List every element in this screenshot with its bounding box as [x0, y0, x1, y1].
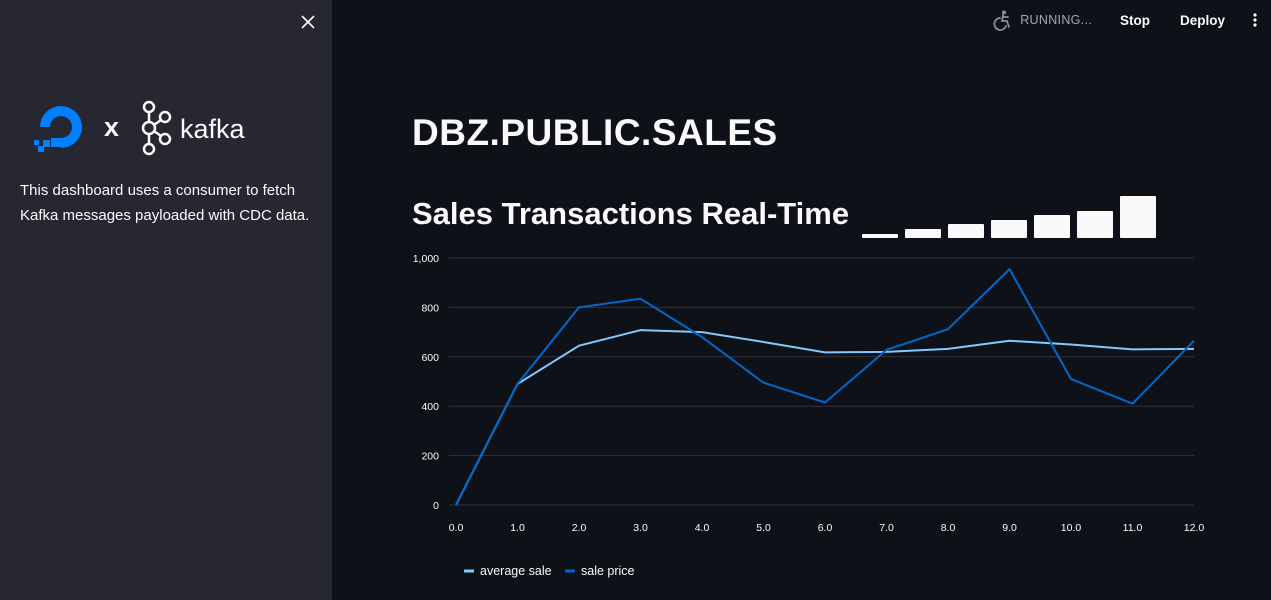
x-tick-label: 6.0 — [818, 522, 833, 534]
running-status-icon — [992, 9, 1014, 31]
running-indicator-bar — [905, 229, 941, 238]
y-tick-label: 200 — [421, 451, 439, 463]
toolbar: RUNNING... Stop Deploy — [971, 0, 1271, 40]
status-text: RUNNING... — [1020, 13, 1092, 27]
sidebar: x kafka This dashboard uses a consumer t… — [0, 0, 332, 600]
running-indicator-bar — [862, 234, 898, 238]
x-tick-label: 12.0 — [1184, 522, 1205, 534]
x-tick-label: 4.0 — [695, 522, 710, 534]
legend-label: sale price — [581, 564, 635, 578]
logo-x-text: x — [104, 112, 119, 142]
x-tick-label: 1.0 — [510, 522, 525, 534]
running-indicator-bar — [1034, 215, 1070, 238]
legend-label: average sale — [480, 564, 552, 578]
series-line-average-sale — [455, 329, 1195, 506]
y-tick-label: 0 — [433, 500, 439, 512]
sidebar-description: This dashboard uses a consumer to fetch … — [20, 182, 310, 224]
main-menu-button[interactable] — [1247, 9, 1263, 31]
deploy-button[interactable]: Deploy — [1179, 12, 1225, 28]
page-title: DBZ.PUBLIC.SALES — [412, 112, 778, 153]
x-tick-label: 9.0 — [1002, 522, 1017, 534]
main-content: RUNNING... Stop Deploy DBZ.PUBLIC.SALES … — [332, 0, 1271, 600]
y-tick-label: 600 — [421, 352, 439, 364]
x-tick-label: 3.0 — [633, 522, 648, 534]
chart-title: Sales Transactions Real-Time — [412, 196, 850, 231]
logo-kafka-text: kafka — [180, 114, 246, 144]
close-sidebar-button[interactable] — [296, 10, 320, 34]
x-tick-label: 0.0 — [449, 522, 464, 534]
close-icon — [301, 15, 315, 29]
running-indicator-bar — [1077, 211, 1113, 238]
x-tick-label: 8.0 — [941, 522, 956, 534]
x-tick-label: 10.0 — [1061, 522, 1082, 534]
digitalocean-logo-icon — [34, 106, 82, 152]
logo-banner: x kafka — [30, 96, 270, 160]
y-tick-label: 800 — [421, 302, 439, 314]
kafka-logo-icon — [141, 100, 172, 156]
running-indicator-bar — [991, 220, 1027, 238]
x-tick-label: 11.0 — [1123, 522, 1143, 534]
x-tick-label: 7.0 — [879, 522, 894, 534]
running-indicator-bar — [948, 224, 984, 238]
running-indicator-bar — [1120, 196, 1156, 238]
x-tick-label: 2.0 — [572, 522, 587, 534]
running-indicator — [862, 196, 1162, 242]
sales-line-chart: 0 200 400 600 800 1,000 0.0 1.0 2.0 3.0 4.0 5.0 6.0 7… — [413, 253, 1205, 578]
x-tick-label: 5.0 — [756, 522, 771, 534]
y-tick-label: 1,000 — [413, 253, 439, 265]
more-vertical-icon — [1253, 13, 1257, 27]
y-tick-label: 400 — [421, 401, 439, 413]
series-line-sale-price — [455, 268, 1195, 506]
stop-button[interactable]: Stop — [1119, 12, 1150, 28]
